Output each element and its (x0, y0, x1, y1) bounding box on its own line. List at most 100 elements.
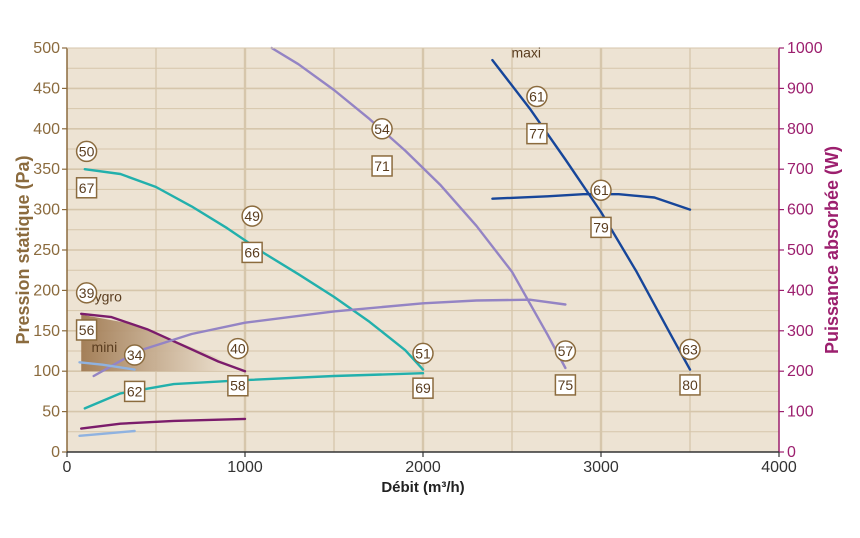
circle-marker: 34 (123, 344, 146, 366)
square-marker-label: 58 (230, 378, 246, 394)
y-axis-right-label: Puissance absorbée (W) (822, 146, 842, 354)
y-left-tick-label: 450 (33, 80, 60, 97)
y-left-tick-label: 200 (33, 282, 60, 299)
square-marker-shape (227, 374, 249, 397)
y-axis-left-label: Pression statique (Pa) (13, 155, 33, 344)
square-marker-shape (554, 374, 577, 396)
y-right-tick-label: 700 (787, 161, 814, 178)
circle-marker-label: 40 (230, 341, 246, 357)
markers-layer: 50 39 34 40 49 54 51 57 61 61 63 67 56 62 58 66 71 69 75 77… (75, 85, 701, 403)
circle-marker-shape (227, 337, 249, 360)
y-left-tick-label: 300 (33, 202, 60, 219)
y-left-tick-label: 0 (51, 444, 60, 461)
x-axis-label: Débit (m³/h) (381, 479, 464, 496)
circle-marker: 57 (554, 340, 577, 362)
square-marker-label: 69 (415, 380, 431, 396)
square-marker-label: 66 (244, 244, 260, 260)
circle-marker-shape (679, 338, 701, 361)
annotation-label: mini (92, 339, 118, 355)
square-marker: 62 (123, 380, 146, 403)
circle-marker-label: 39 (79, 285, 95, 301)
y-left-tick-label: 150 (33, 323, 60, 340)
series-line-lavender-right (92, 298, 567, 378)
square-marker-label: 80 (682, 377, 698, 393)
circle-marker: 54 (371, 118, 393, 140)
circle-marker-shape (75, 282, 98, 304)
circle-marker-label: 57 (558, 343, 574, 359)
series-line-purple-right (79, 417, 247, 430)
y-right-tick-label: 800 (787, 121, 814, 138)
square-marker-shape (123, 380, 146, 403)
circle-marker-label: 49 (244, 208, 260, 224)
square-marker-label: 71 (374, 158, 390, 174)
circle-marker: 61 (526, 85, 548, 108)
square-marker-shape (412, 377, 434, 399)
x-tick-label: 0 (63, 459, 72, 476)
square-marker: 56 (75, 319, 98, 341)
circle-marker-label: 63 (682, 341, 698, 357)
y-right-tick-label: 200 (787, 363, 814, 380)
circle-marker-label: 61 (593, 182, 609, 198)
annotation-label: maxi (511, 45, 541, 61)
circle-marker: 63 (679, 338, 701, 361)
y-left-tick-label: 50 (42, 404, 60, 421)
square-marker: 69 (412, 377, 434, 399)
y-left-tick-label: 400 (33, 121, 60, 138)
square-marker: 75 (554, 374, 577, 396)
x-tick-label: 2000 (405, 459, 441, 476)
y-left-tick-label: 500 (33, 40, 60, 57)
y-left-tick-label: 250 (33, 242, 60, 259)
square-marker-shape (241, 241, 263, 264)
series-line-teal-right (83, 372, 425, 410)
circle-marker-label: 34 (127, 347, 143, 363)
circle-marker: 49 (241, 205, 263, 227)
square-marker: 58 (227, 374, 249, 397)
circle-marker: 40 (227, 337, 249, 360)
circle-marker: 50 (75, 140, 98, 163)
square-marker-shape (371, 155, 393, 177)
square-marker: 66 (241, 241, 263, 264)
series-line-purple-left (79, 312, 247, 373)
square-marker: 77 (526, 122, 548, 145)
square-marker-shape (75, 319, 98, 341)
square-marker-label: 77 (529, 126, 545, 142)
y-left-tick-label: 100 (33, 363, 60, 380)
y-right-tick-label: 900 (787, 80, 814, 97)
square-marker: 67 (75, 177, 98, 199)
y-right-tick-label: 1000 (787, 40, 823, 57)
ticks-layer: 0501001502002503003504004505000100200300… (33, 40, 822, 476)
circle-marker: 61 (590, 179, 612, 201)
square-marker: 71 (371, 155, 393, 177)
square-marker: 79 (590, 216, 612, 239)
series-line-light_blue-left (78, 361, 136, 371)
square-marker-shape (75, 177, 98, 199)
y-right-tick-label: 300 (787, 323, 814, 340)
circle-marker-shape (75, 140, 98, 163)
square-marker-label: 79 (593, 219, 609, 235)
circle-marker-shape (590, 179, 612, 201)
circle-marker-shape (412, 342, 434, 365)
circle-marker-shape (371, 118, 393, 140)
circle-marker-label: 50 (79, 143, 95, 159)
circle-marker-shape (241, 205, 263, 227)
square-marker-shape (679, 374, 701, 396)
circle-marker-shape (554, 340, 577, 362)
circle-marker-label: 61 (529, 88, 545, 104)
square-marker-label: 75 (558, 377, 574, 393)
circle-marker-label: 51 (415, 345, 431, 361)
series-line-lavender-left (270, 46, 567, 370)
y-right-tick-label: 400 (787, 282, 814, 299)
y-left-tick-label: 350 (33, 161, 60, 178)
circle-marker: 39 (75, 282, 98, 304)
circle-marker-label: 54 (374, 121, 390, 137)
y-right-tick-label: 0 (787, 444, 796, 461)
square-marker-label: 56 (79, 322, 95, 338)
y-right-tick-label: 100 (787, 404, 814, 421)
x-tick-label: 1000 (227, 459, 263, 476)
series-line-navy-left (491, 58, 692, 371)
square-marker-label: 62 (127, 383, 143, 399)
x-tick-label: 3000 (583, 459, 619, 476)
y-right-tick-label: 600 (787, 202, 814, 219)
y-right-tick-label: 500 (787, 242, 814, 259)
